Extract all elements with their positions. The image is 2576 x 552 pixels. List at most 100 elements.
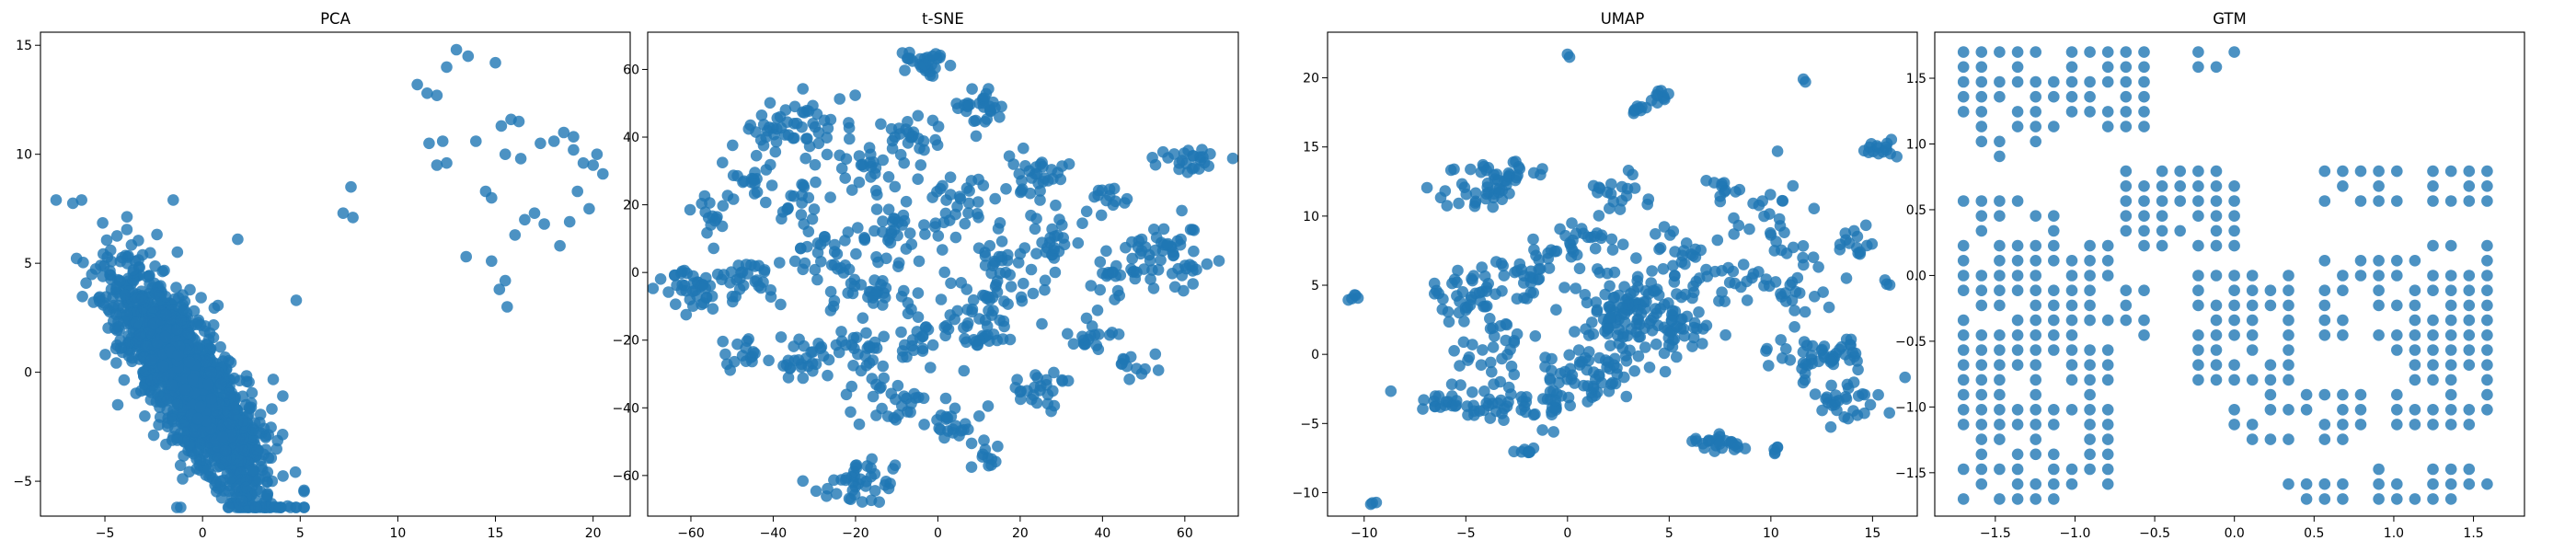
data-point — [203, 342, 216, 355]
data-point — [1719, 295, 1731, 307]
data-point — [1025, 209, 1037, 222]
data-point — [2084, 448, 2096, 461]
data-point — [863, 339, 875, 352]
data-point — [717, 200, 730, 212]
data-point — [2409, 255, 2421, 267]
data-point — [2048, 284, 2060, 297]
data-point — [1639, 341, 1651, 353]
data-point — [797, 83, 809, 95]
data-point — [2463, 359, 2476, 372]
data-point — [835, 162, 848, 175]
data-point — [963, 185, 975, 197]
data-point — [1465, 163, 1477, 176]
data-point — [1764, 208, 1776, 220]
data-point — [1687, 286, 1700, 299]
data-point — [2481, 284, 2493, 297]
data-point — [2030, 106, 2041, 118]
data-point — [680, 308, 693, 321]
data-point — [111, 398, 124, 411]
data-point — [2030, 419, 2041, 431]
data-point — [214, 340, 226, 353]
data-point — [109, 308, 122, 321]
data-point — [882, 203, 895, 215]
data-point — [1085, 280, 1098, 292]
data-point — [966, 83, 978, 95]
data-point — [1535, 168, 1547, 181]
data-point — [2048, 493, 2060, 505]
data-point — [2210, 165, 2223, 178]
data-point — [1664, 229, 1676, 241]
data-point — [1493, 183, 1506, 195]
data-point — [1975, 419, 1988, 431]
data-point — [1839, 391, 1852, 403]
data-point — [2318, 493, 2331, 505]
points — [50, 43, 609, 513]
data-point — [1816, 404, 1828, 417]
data-point — [718, 269, 730, 281]
data-point — [2409, 404, 2421, 416]
data-point — [1563, 51, 1576, 63]
data-point — [1067, 338, 1080, 351]
data-point — [2337, 329, 2349, 341]
data-point — [167, 194, 179, 206]
data-point — [707, 303, 719, 316]
data-point — [558, 126, 570, 139]
data-point — [2427, 239, 2439, 252]
data-point — [1500, 334, 1512, 347]
data-point — [66, 197, 79, 210]
data-point — [1667, 259, 1679, 272]
data-point — [2337, 404, 2349, 416]
data-point — [1458, 316, 1470, 328]
data-point — [1012, 257, 1025, 269]
data-point — [846, 287, 859, 300]
data-point — [880, 252, 892, 265]
data-point — [795, 242, 807, 255]
data-point — [763, 354, 775, 367]
data-point — [2354, 255, 2367, 267]
data-point — [1176, 204, 1188, 217]
data-point — [2011, 448, 2024, 461]
data-point — [110, 230, 123, 242]
data-point — [277, 470, 289, 482]
data-point — [1723, 276, 1736, 289]
data-point — [996, 333, 1009, 345]
data-point — [899, 64, 911, 76]
data-point — [912, 311, 925, 324]
data-point — [1607, 195, 1620, 208]
data-point — [2192, 329, 2204, 341]
x-tick-label: −40 — [760, 526, 788, 541]
data-point — [1847, 376, 1860, 388]
data-point — [2283, 344, 2294, 356]
data-point — [462, 50, 475, 63]
data-point — [750, 149, 763, 162]
data-point — [1872, 388, 1884, 401]
y-tick-label: 10 — [16, 148, 32, 163]
data-point — [1632, 313, 1645, 326]
data-point — [995, 236, 1008, 247]
data-point — [2427, 270, 2439, 282]
data-point — [1591, 305, 1604, 318]
data-point — [1668, 276, 1681, 288]
data-point — [112, 320, 124, 333]
data-point — [950, 98, 962, 109]
data-point — [147, 302, 159, 314]
data-point — [1788, 305, 1800, 316]
data-point — [2210, 299, 2223, 312]
data-point — [436, 135, 449, 147]
data-point — [121, 211, 133, 223]
data-point — [978, 101, 990, 113]
data-point — [1126, 252, 1138, 265]
data-point — [1107, 266, 1119, 279]
data-point — [1797, 240, 1810, 252]
data-point — [855, 279, 868, 291]
data-point — [1511, 293, 1524, 305]
data-point — [2373, 270, 2385, 282]
data-point — [2228, 180, 2240, 192]
data-point — [1017, 183, 1029, 195]
data-point — [486, 191, 498, 204]
data-point — [2138, 106, 2150, 118]
data-point — [1891, 151, 1903, 163]
data-point — [654, 273, 667, 285]
data-point — [2481, 239, 2493, 252]
data-point — [1485, 356, 1497, 369]
